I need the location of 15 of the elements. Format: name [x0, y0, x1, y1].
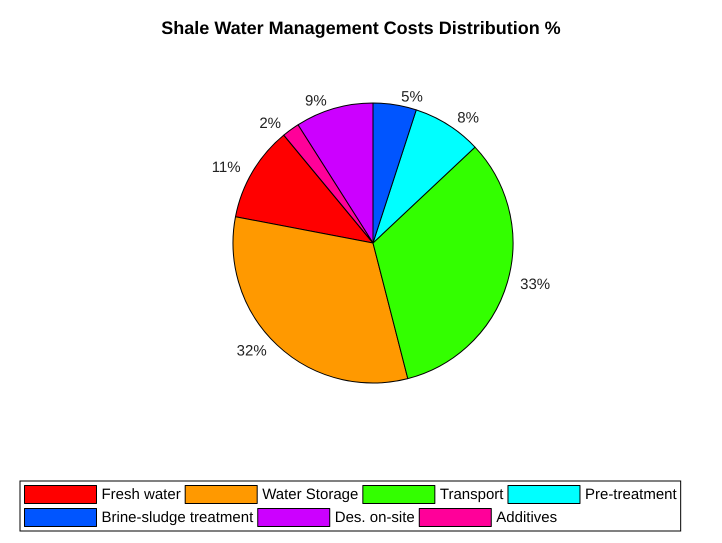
data-label: 11%	[212, 159, 241, 176]
data-label: 2%	[259, 114, 282, 132]
legend-label: Additives	[496, 509, 558, 526]
legend-label: Des. on-site	[334, 509, 415, 526]
data-label: 33%	[520, 276, 550, 293]
data-label: 5%	[401, 88, 423, 106]
data-label: 9%	[305, 92, 327, 110]
legend-label: Water Storage	[262, 486, 358, 503]
data-label: 32%	[236, 342, 267, 360]
legend-label: Pre-treatment	[584, 486, 678, 503]
legend-label: Fresh water	[102, 486, 181, 503]
legend-label: Transport	[440, 486, 504, 503]
chart-title: Shale Water Management Costs Distribution %	[161, 18, 561, 38]
legend-label: Brine-sludge treatment	[102, 509, 254, 526]
data-label: 8%	[457, 110, 479, 127]
